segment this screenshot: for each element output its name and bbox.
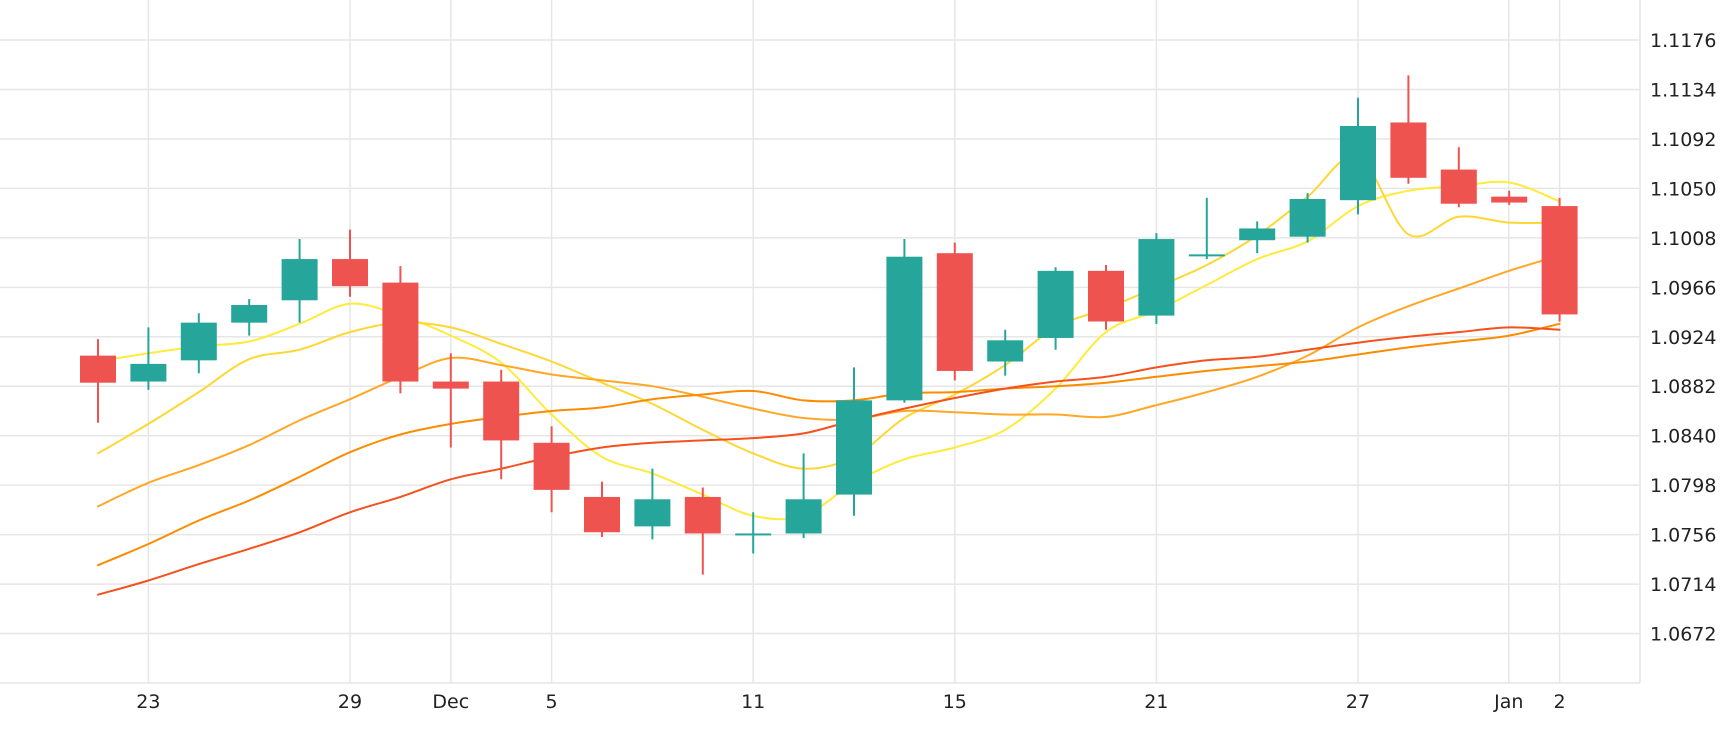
- candle-body: [180, 322, 217, 361]
- y-tick-label: 1.0756: [1650, 525, 1716, 547]
- candle-body: [1289, 199, 1326, 237]
- candle-up: [180, 313, 217, 374]
- x-tick-label: 21: [1144, 691, 1168, 713]
- candle-down: [1390, 75, 1427, 184]
- candle-body: [1188, 254, 1225, 257]
- y-tick-label: 1.0924: [1650, 327, 1716, 349]
- candle-up: [130, 327, 167, 390]
- candle-body: [1491, 196, 1528, 203]
- candle-down: [432, 353, 469, 448]
- x-tick-label: 5: [546, 691, 558, 713]
- x-tick-label: 15: [943, 691, 967, 713]
- candle-down: [80, 339, 116, 423]
- x-tick-label: 2: [1554, 691, 1566, 713]
- x-tick-label: 29: [338, 691, 362, 713]
- candle-body: [1541, 206, 1578, 315]
- y-tick-label: 1.1092: [1650, 129, 1716, 151]
- y-tick-label: 1.0882: [1650, 376, 1716, 398]
- candle-up: [987, 329, 1024, 376]
- candle-up: [231, 299, 268, 336]
- x-tick-label: 27: [1346, 691, 1370, 713]
- candle-up: [785, 453, 822, 539]
- candle-body: [684, 496, 721, 534]
- axis-layer: 1.1176 1.1134 1.1092 1.1050 1.1008 1.0966 1.09…: [136, 30, 1716, 713]
- candle-down: [1088, 264, 1124, 330]
- x-tick-label: Dec: [432, 691, 469, 713]
- candle-up: [1037, 267, 1074, 350]
- candle-body: [332, 259, 368, 287]
- x-tick-label: 23: [136, 691, 160, 713]
- y-tick-label: 1.1008: [1650, 228, 1716, 250]
- candle-down: [382, 266, 419, 394]
- candle-down: [1491, 190, 1528, 205]
- candle-body: [483, 381, 520, 441]
- candle-body: [1340, 126, 1376, 201]
- candle-body: [987, 340, 1024, 362]
- y-tick-label: 1.0840: [1650, 426, 1716, 448]
- candle-body: [382, 282, 419, 382]
- candle-body: [281, 259, 318, 301]
- y-tick-label: 1.0672: [1650, 624, 1716, 646]
- candle-body: [735, 533, 772, 536]
- candle-body: [80, 355, 116, 383]
- moving-average-line: [97, 326, 1561, 596]
- candle-body: [231, 304, 268, 323]
- candle-down: [584, 481, 620, 537]
- candle-down: [1440, 147, 1477, 208]
- y-tick-label: 1.1134: [1650, 79, 1716, 101]
- y-tick-label: 1.0966: [1650, 277, 1716, 299]
- candle-body: [1239, 228, 1276, 241]
- candle-body: [1088, 270, 1124, 322]
- grid-layer: [0, 0, 1641, 684]
- x-tick-label: Jan: [1493, 691, 1523, 713]
- x-tick-label: 11: [741, 691, 765, 713]
- candle-layer: [80, 75, 1578, 575]
- moving-average-line: [97, 154, 1561, 470]
- moving-average-line: [97, 322, 1561, 567]
- candle-body: [1138, 239, 1175, 316]
- candle-body: [1440, 169, 1477, 204]
- candle-down: [1541, 197, 1578, 322]
- moving-average-layer: [97, 154, 1561, 596]
- candle-up: [886, 239, 923, 403]
- candle-body: [836, 400, 872, 495]
- candle-body: [584, 496, 620, 533]
- candle-up: [281, 239, 318, 323]
- candle-up: [1289, 193, 1326, 243]
- candle-down: [684, 487, 721, 575]
- candle-down: [483, 369, 520, 480]
- candle-up: [735, 512, 772, 554]
- candle-body: [432, 381, 469, 389]
- candle-body: [785, 499, 822, 534]
- y-tick-label: 1.0798: [1650, 475, 1716, 497]
- candle-up: [1188, 197, 1225, 260]
- y-tick-label: 1.1050: [1650, 178, 1716, 200]
- candle-body: [1037, 270, 1074, 338]
- candle-up: [1340, 97, 1376, 215]
- candle-up: [634, 468, 671, 540]
- y-tick-label: 1.0714: [1650, 574, 1716, 596]
- candle-body: [130, 363, 167, 382]
- candle-body: [886, 256, 923, 401]
- candle-body: [1390, 122, 1427, 178]
- candle-down: [936, 242, 973, 381]
- candle-down: [332, 229, 368, 297]
- candle-body: [936, 253, 973, 371]
- moving-average-line: [97, 254, 1561, 508]
- candle-up: [836, 367, 872, 516]
- y-tick-label: 1.1176: [1650, 30, 1716, 52]
- candle-up: [1239, 221, 1276, 254]
- candle-body: [634, 499, 671, 527]
- candle-up: [1138, 233, 1175, 324]
- candle-down: [533, 426, 570, 513]
- candle-body: [533, 442, 570, 490]
